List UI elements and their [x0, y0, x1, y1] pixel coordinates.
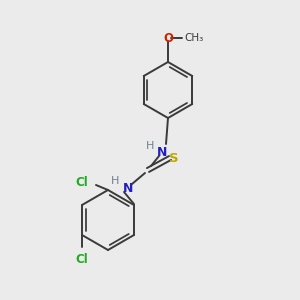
Text: H: H	[146, 141, 154, 151]
Text: S: S	[169, 152, 179, 164]
Text: CH₃: CH₃	[184, 33, 203, 43]
Text: H: H	[111, 176, 119, 186]
Text: N: N	[157, 146, 167, 158]
Text: Cl: Cl	[75, 176, 88, 188]
Text: Cl: Cl	[76, 253, 88, 266]
Text: O: O	[163, 32, 173, 44]
Text: N: N	[123, 182, 133, 194]
